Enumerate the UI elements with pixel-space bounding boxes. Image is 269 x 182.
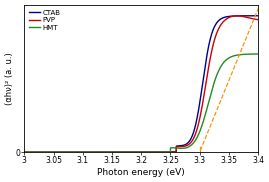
PVP (250, 17, 254, 20)
Line: PVP: PVP (24, 16, 259, 152)
CTAB (23, 151, 26, 153)
CTAB (250, 15, 253, 17)
Y-axis label: (αhν)² (a. u.): (αhν)² (a. u.) (5, 52, 14, 105)
CTAB (207, 44, 210, 46)
PVP (250, 17, 253, 20)
HMT (137, 151, 140, 153)
CTAB (250, 15, 253, 17)
PVP (35, 151, 38, 153)
HMT (23, 151, 26, 153)
HMT (35, 151, 38, 153)
PVP (257, 19, 260, 21)
HMT (207, 100, 210, 102)
Legend: CTAB, PVP, HMT: CTAB, PVP, HMT (28, 8, 62, 32)
HMT (257, 53, 260, 55)
X-axis label: Photon energy (eV): Photon energy (eV) (97, 168, 185, 177)
CTAB (130, 151, 134, 153)
Line: CTAB: CTAB (24, 16, 259, 152)
HMT (250, 53, 253, 55)
CTAB (257, 15, 260, 17)
HMT (130, 151, 134, 153)
PVP (23, 151, 26, 153)
CTAB (137, 151, 140, 153)
HMT (250, 53, 253, 55)
Line: HMT: HMT (24, 54, 259, 152)
CTAB (35, 151, 38, 153)
PVP (137, 151, 140, 153)
PVP (207, 65, 210, 67)
PVP (235, 15, 238, 17)
PVP (130, 151, 134, 153)
